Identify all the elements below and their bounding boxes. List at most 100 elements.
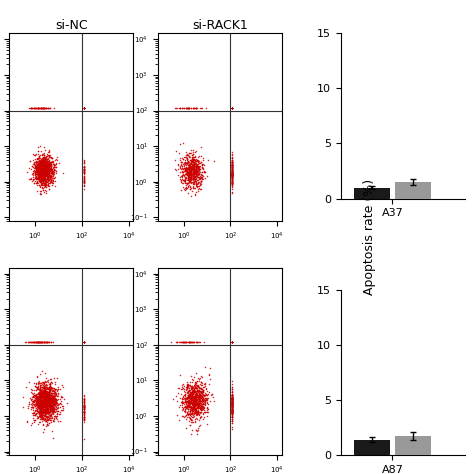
Point (45, 177, 53, 184)
Point (199, 154, 207, 162)
Point (40, 383, 48, 390)
Point (41, 154, 48, 161)
Point (35, 401, 42, 409)
Point (35, 399, 43, 406)
Point (42, 170, 49, 177)
Point (228, 338, 236, 346)
Point (181, 164, 188, 172)
Point (228, 338, 236, 346)
Point (185, 401, 193, 408)
Point (33, 167, 41, 174)
Point (28, 162, 36, 170)
Point (228, 338, 236, 346)
Point (50, 168, 58, 176)
Point (36, 401, 44, 409)
Point (40, 403, 47, 411)
Point (39, 394, 47, 402)
Point (228, 338, 236, 346)
Point (178, 164, 186, 172)
Point (228, 104, 236, 111)
Point (183, 395, 191, 403)
Point (40, 399, 48, 407)
Point (39, 172, 47, 180)
Point (48, 387, 56, 395)
Point (193, 399, 201, 406)
Point (228, 417, 236, 424)
Point (198, 153, 205, 160)
Point (41, 390, 49, 398)
Point (181, 166, 188, 174)
Point (187, 185, 194, 192)
Point (228, 407, 236, 415)
Point (228, 338, 236, 346)
Point (228, 338, 236, 346)
Point (228, 104, 236, 111)
Point (43, 163, 50, 170)
Point (38, 167, 46, 175)
Point (35, 397, 42, 404)
Point (38, 397, 46, 405)
Point (54, 417, 61, 425)
Point (192, 392, 200, 400)
Point (48, 397, 55, 405)
Point (228, 338, 236, 346)
Point (32, 383, 39, 391)
Point (228, 104, 236, 111)
Point (49, 158, 56, 166)
Point (189, 165, 197, 173)
Point (228, 104, 236, 111)
Point (32, 163, 39, 170)
Point (39, 397, 46, 404)
Point (40, 174, 48, 182)
Point (191, 191, 199, 199)
Point (52, 169, 60, 177)
Point (40, 174, 47, 182)
Point (228, 161, 236, 169)
Point (228, 104, 236, 111)
Point (186, 398, 194, 405)
Point (180, 165, 187, 173)
Point (189, 413, 197, 421)
Point (182, 148, 189, 156)
Point (188, 160, 196, 168)
Point (34, 393, 41, 401)
Point (40, 398, 47, 406)
Point (228, 104, 236, 111)
Point (46, 185, 53, 193)
Point (173, 166, 180, 174)
Point (228, 104, 236, 111)
Point (39, 394, 46, 402)
Point (41, 169, 48, 176)
Point (194, 400, 202, 408)
Point (228, 409, 236, 417)
Point (228, 403, 236, 410)
Point (228, 173, 236, 181)
Point (80, 104, 88, 111)
Point (183, 155, 191, 162)
Point (49, 394, 57, 402)
Point (40, 401, 48, 409)
Point (228, 338, 236, 346)
Point (38, 399, 46, 407)
Point (43, 170, 51, 177)
Point (41, 398, 49, 406)
Point (228, 338, 236, 346)
Point (197, 399, 204, 406)
Point (190, 410, 197, 417)
Point (33, 338, 40, 346)
Point (50, 401, 57, 408)
Point (80, 403, 88, 411)
Point (228, 338, 236, 346)
Point (42, 178, 49, 186)
Point (185, 401, 192, 409)
Point (50, 404, 57, 411)
Point (189, 398, 196, 405)
Point (184, 381, 191, 388)
Point (37, 338, 45, 346)
Point (228, 338, 236, 346)
Point (63, 400, 71, 407)
Point (228, 104, 236, 111)
Point (34, 171, 42, 178)
Point (44, 174, 52, 182)
Point (228, 104, 236, 111)
